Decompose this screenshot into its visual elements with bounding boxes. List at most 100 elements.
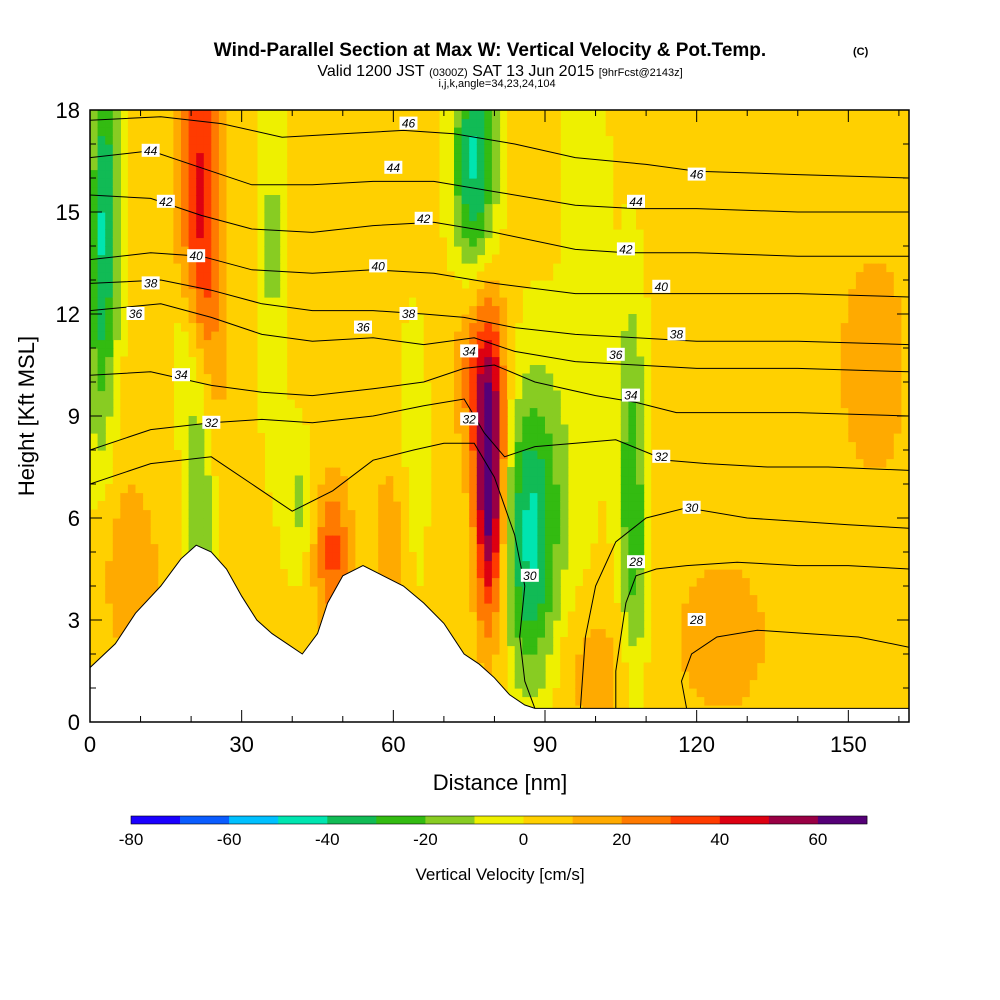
- velocity-cell: [499, 560, 508, 570]
- velocity-cell: [218, 416, 228, 426]
- velocity-cell: [363, 263, 372, 273]
- velocity-cell: [355, 237, 364, 247]
- velocity-cell: [332, 144, 341, 154]
- velocity-cell: [264, 509, 273, 519]
- velocity-cell: [400, 152, 410, 162]
- velocity-cell: [545, 509, 554, 519]
- velocity-cell: [469, 254, 478, 264]
- velocity-cell: [340, 288, 349, 298]
- velocity-cell: [347, 220, 356, 230]
- velocity-cell: [545, 169, 554, 179]
- velocity-cell: [673, 518, 683, 528]
- velocity-cell: [165, 254, 174, 264]
- velocity-cell: [317, 229, 326, 239]
- velocity-cell: [620, 492, 629, 502]
- velocity-cell: [507, 382, 516, 392]
- velocity-cell: [90, 637, 99, 647]
- velocity-cell: [309, 110, 319, 120]
- velocity-cell: [272, 526, 281, 536]
- velocity-cell: [727, 475, 736, 485]
- velocity-cell: [309, 263, 319, 273]
- velocity-cell: [522, 237, 531, 247]
- velocity-cell: [97, 535, 106, 545]
- velocity-cell: [325, 382, 334, 392]
- velocity-cell: [438, 305, 447, 315]
- velocity-cell: [651, 178, 660, 188]
- velocity-cell: [385, 509, 394, 519]
- velocity-cell: [363, 195, 372, 205]
- velocity-cell: [340, 552, 349, 562]
- velocity-cell: [567, 620, 576, 630]
- velocity-cell: [218, 297, 228, 307]
- velocity-cell: [355, 373, 364, 383]
- velocity-cell: [537, 135, 546, 145]
- velocity-cell: [355, 331, 364, 341]
- velocity-cell: [438, 407, 447, 417]
- velocity-cell: [423, 586, 432, 596]
- velocity-cell: [484, 586, 493, 596]
- velocity-cell: [431, 407, 440, 417]
- velocity-cell: [704, 475, 713, 485]
- velocity-cell: [416, 594, 425, 604]
- velocity-cell: [211, 382, 220, 392]
- velocity-cell: [666, 263, 675, 273]
- velocity-cell: [658, 331, 667, 341]
- velocity-cell: [582, 671, 592, 681]
- velocity-cell: [651, 543, 660, 553]
- velocity-cell: [393, 195, 402, 205]
- velocity-cell: [620, 169, 629, 179]
- velocity-cell: [165, 535, 174, 545]
- velocity-cell: [165, 237, 174, 247]
- velocity-cell: [340, 127, 349, 137]
- velocity-cell: [378, 518, 387, 528]
- velocity-cell: [476, 373, 485, 383]
- velocity-cell: [112, 297, 121, 307]
- velocity-cell: [165, 373, 174, 383]
- velocity-cell: [211, 135, 220, 145]
- velocity-cell: [332, 501, 341, 511]
- velocity-cell: [370, 458, 379, 468]
- velocity-cell: [560, 671, 569, 681]
- velocity-cell: [522, 271, 531, 281]
- velocity-cell: [135, 161, 144, 171]
- velocity-cell: [355, 467, 364, 477]
- velocity-cell: [689, 594, 698, 604]
- velocity-cell: [469, 203, 478, 213]
- velocity-cell: [476, 280, 485, 290]
- velocity-cell: [317, 475, 326, 485]
- velocity-cell: [317, 322, 326, 332]
- velocity-cell: [347, 118, 356, 128]
- velocity-cell: [287, 280, 296, 290]
- velocity-cell: [105, 118, 114, 128]
- velocity-cell: [400, 467, 410, 477]
- velocity-cell: [446, 484, 455, 494]
- velocity-cell: [165, 382, 174, 392]
- velocity-cell: [135, 331, 144, 341]
- velocity-cell: [719, 501, 728, 511]
- velocity-cell: [431, 543, 440, 553]
- velocity-cell: [529, 399, 538, 409]
- velocity-cell: [370, 365, 379, 375]
- velocity-cell: [105, 407, 114, 417]
- velocity-cell: [249, 543, 258, 553]
- velocity-cell: [438, 475, 447, 485]
- velocity-cell: [484, 169, 493, 179]
- velocity-cell: [537, 679, 546, 689]
- velocity-cell: [545, 110, 554, 120]
- velocity-cell: [673, 186, 683, 196]
- velocity-cell: [272, 212, 281, 222]
- velocity-cell: [727, 671, 736, 681]
- velocity-cell: [226, 569, 235, 579]
- velocity-cell: [196, 127, 205, 137]
- velocity-cell: [347, 407, 356, 417]
- velocity-cell: [529, 450, 538, 460]
- velocity-cell: [484, 144, 493, 154]
- velocity-cell: [438, 509, 447, 519]
- velocity-cell: [317, 535, 326, 545]
- velocity-cell: [173, 458, 182, 468]
- velocity-cell: [666, 637, 675, 647]
- velocity-cell: [173, 280, 182, 290]
- velocity-cell: [727, 407, 736, 417]
- velocity-cell: [385, 467, 394, 477]
- velocity-cell: [378, 424, 387, 434]
